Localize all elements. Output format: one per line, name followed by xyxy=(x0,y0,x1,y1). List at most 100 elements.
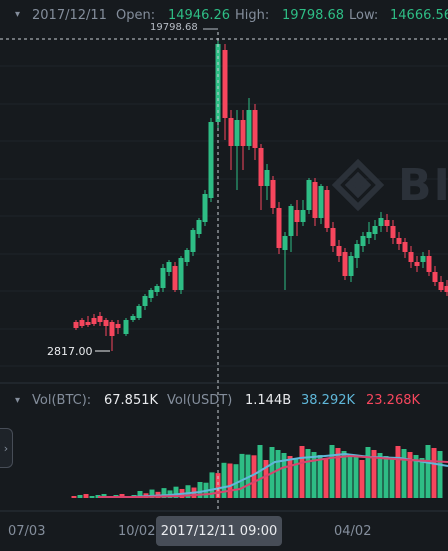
volume-bar xyxy=(383,456,389,498)
candle-body xyxy=(444,286,448,292)
candle-body xyxy=(258,148,264,186)
volume-bar xyxy=(335,448,341,498)
low-label: Low: xyxy=(349,8,379,23)
candle-body xyxy=(178,258,184,290)
candle-body xyxy=(312,182,318,218)
volume-bar xyxy=(275,450,281,498)
candle-body xyxy=(208,122,214,198)
candle-body xyxy=(420,256,426,262)
volume-bar xyxy=(137,491,143,498)
volume-bar xyxy=(341,451,347,498)
candle-body xyxy=(166,262,172,272)
collapse-chevron-icon[interactable]: ▾ xyxy=(15,9,21,20)
high-label: High: xyxy=(235,8,270,23)
volume-bar xyxy=(305,449,311,498)
candle-body xyxy=(348,256,354,276)
volume-bar xyxy=(437,451,443,498)
volume-bar xyxy=(377,453,383,498)
volume-bar xyxy=(149,489,155,498)
volume-bar xyxy=(209,472,215,498)
vol-btc-value: 67.851K xyxy=(104,393,159,408)
watermark-text: BI xyxy=(398,160,448,211)
candle-body xyxy=(426,256,432,272)
candle-body xyxy=(342,252,348,276)
vol-usdt-label: Vol(USDT) xyxy=(167,393,233,408)
volume-bar xyxy=(425,445,431,498)
low-value: 14666.56 xyxy=(390,8,448,23)
candle-body xyxy=(294,210,300,222)
candle-body xyxy=(228,118,234,146)
candle-body xyxy=(97,316,103,322)
volume-ma2-line xyxy=(98,454,448,498)
volume-bar xyxy=(329,445,335,498)
candle-body xyxy=(148,290,154,298)
volume-bar xyxy=(173,486,179,498)
volume-bar xyxy=(281,453,287,498)
candle-body xyxy=(130,316,136,320)
candle-body xyxy=(366,232,372,238)
volume-bar xyxy=(359,460,365,498)
candle-body xyxy=(384,220,390,226)
candle-body xyxy=(324,190,330,228)
candle-body xyxy=(142,296,148,306)
volume-bar xyxy=(353,457,359,498)
volume-bar xyxy=(389,459,395,498)
candle-body xyxy=(109,322,115,336)
candle-body xyxy=(222,50,228,118)
candle-body xyxy=(252,110,258,148)
low-price-marker: 2817.00 xyxy=(47,345,93,358)
candle-body xyxy=(172,266,178,290)
candle-body xyxy=(390,226,396,238)
ohlc-header: ▾ 2017/12/11 Open: 14946.26 High: 19798.… xyxy=(0,0,448,32)
volume-bars-layer xyxy=(71,445,443,498)
candle-body xyxy=(354,244,360,258)
candle-body xyxy=(414,262,420,266)
x-axis-tick: 07/03 xyxy=(8,524,46,539)
volume-bar xyxy=(299,446,305,498)
candle-body xyxy=(396,238,402,244)
volume-bar xyxy=(407,452,413,498)
volume-bar xyxy=(419,458,425,498)
volume-bar xyxy=(239,453,245,498)
volume-bar xyxy=(431,448,437,498)
volume-bar xyxy=(365,447,371,498)
volume-collapse-chevron-icon[interactable]: ▾ xyxy=(15,395,21,406)
volume-bar xyxy=(401,449,407,498)
volume-bar xyxy=(293,459,299,498)
candle-body xyxy=(85,322,91,325)
candle-body xyxy=(79,320,85,326)
volume-bar xyxy=(197,482,203,498)
candle-body xyxy=(282,236,288,250)
volume-bar xyxy=(413,455,419,498)
candle-body xyxy=(196,220,202,234)
candle-body xyxy=(160,268,166,288)
open-label: Open: xyxy=(116,8,156,23)
candle-body xyxy=(202,194,208,222)
vol-usdt-value: 1.144B xyxy=(245,393,292,408)
candle-body xyxy=(408,252,414,262)
volume-bar xyxy=(311,452,317,498)
candle-body xyxy=(234,120,240,146)
candle-body xyxy=(360,236,366,246)
candle-body xyxy=(123,320,129,334)
candle-body xyxy=(306,180,312,210)
high-value: 19798.68 xyxy=(282,8,345,23)
volume-bar xyxy=(287,456,293,498)
candle-body xyxy=(103,320,109,326)
candle-body xyxy=(438,282,444,290)
candle-body xyxy=(402,242,408,252)
candle-body xyxy=(336,246,342,256)
high-price-marker: 19798.68 xyxy=(150,22,198,33)
expand-side-panel-button[interactable]: › xyxy=(0,428,13,468)
candle-body xyxy=(432,272,438,282)
volume-bar xyxy=(227,463,233,498)
volume-bar xyxy=(83,494,89,498)
volume-bar xyxy=(233,464,239,498)
candle-body xyxy=(190,230,196,252)
volume-bar xyxy=(161,488,167,498)
candle-body xyxy=(318,186,324,218)
vol-btc-label: Vol(BTC): xyxy=(32,393,92,408)
candle-body xyxy=(91,318,97,324)
volume-bar xyxy=(395,446,401,498)
